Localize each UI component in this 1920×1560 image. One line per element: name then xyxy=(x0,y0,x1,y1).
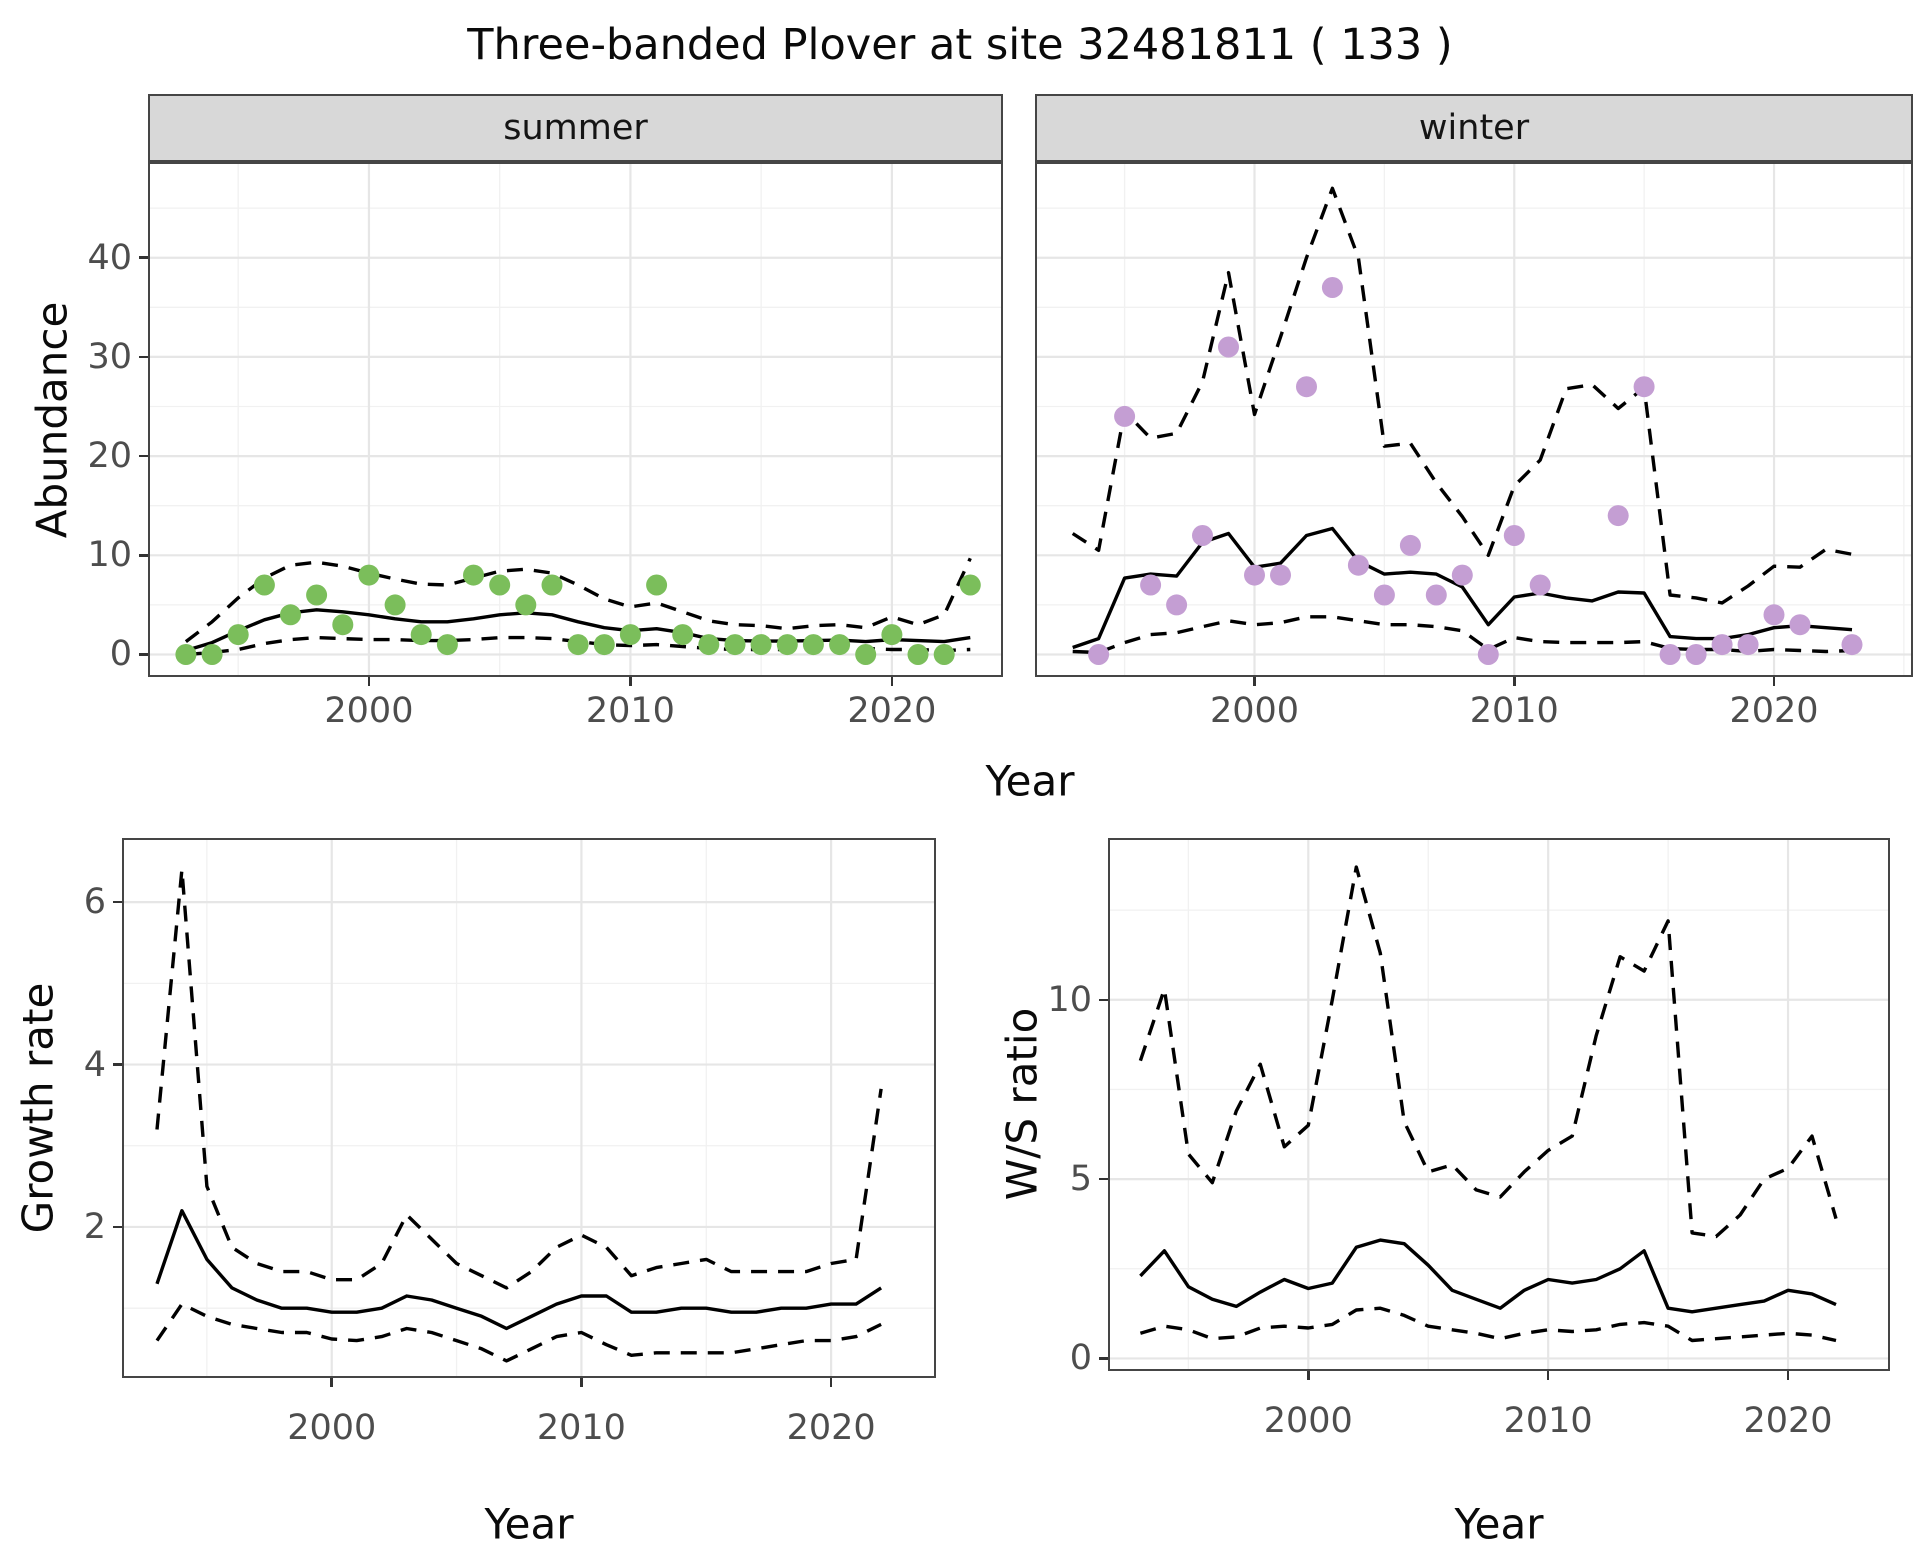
winter-abundance-chart xyxy=(1035,162,1913,677)
y-tick-mark xyxy=(139,256,148,259)
x-tick-mark xyxy=(330,1378,333,1387)
x-tick-label: 2020 xyxy=(1743,1401,1833,1441)
x-tick-mark xyxy=(1307,1371,1310,1380)
x-tick-mark xyxy=(1786,1371,1790,1380)
facet-strip-winter: winter xyxy=(1035,94,1913,162)
ws-ratio-chart xyxy=(1108,838,1890,1371)
y-tick-label: 40 xyxy=(87,237,132,278)
x-tick-label: 2000 xyxy=(324,691,414,731)
y-tick-mark xyxy=(113,900,122,904)
panel-summer-abundance: 2000 2010 2020 0 10 20 30 40 xyxy=(87,162,1003,731)
y-tick-mark xyxy=(113,1063,122,1066)
panel-winter-abundance: 2000 2010 2020 xyxy=(1035,162,1913,731)
facet-label-winter: winter xyxy=(1418,108,1530,148)
y-tick-label: 2 xyxy=(83,1206,106,1247)
y-tick-mark xyxy=(1099,1177,1108,1181)
x-tick-mark xyxy=(829,1378,833,1387)
x-axis-title-year-bottom-right: Year xyxy=(1454,1499,1544,1549)
x-tick-label: 2000 xyxy=(1263,1401,1353,1441)
panel-growth-rate: 2000 2010 2020 2 4 6 xyxy=(84,838,936,1448)
x-tick-mark xyxy=(1513,677,1516,686)
facet-label-summer: summer xyxy=(503,108,648,148)
x-tick-label: 2020 xyxy=(786,1408,876,1448)
y-axis-title-ws-ratio: W/S ratio xyxy=(997,1007,1047,1201)
y-tick-mark xyxy=(113,1225,122,1229)
y-tick-label: 6 xyxy=(83,882,106,923)
y-tick-label: 5 xyxy=(1069,1159,1092,1200)
y-tick-label: 0 xyxy=(1069,1338,1092,1379)
y-tick-mark xyxy=(139,355,148,359)
y-tick-mark xyxy=(1099,998,1108,1001)
growth-rate-chart xyxy=(122,838,936,1378)
x-tick-label: 2000 xyxy=(1209,691,1300,731)
y-axis-title-abundance: Abundance xyxy=(27,301,77,539)
x-tick-label: 2020 xyxy=(847,691,937,731)
x-tick-label: 2010 xyxy=(536,1408,626,1448)
x-tick-label: 2020 xyxy=(1729,691,1819,731)
y-tick-label: 10 xyxy=(87,535,132,576)
y-tick-mark xyxy=(1099,1357,1108,1360)
panel-ws-ratio: 2000 2010 2020 0 5 10 xyxy=(1047,838,1890,1441)
x-tick-mark xyxy=(367,677,371,686)
y-tick-label: 0 xyxy=(109,634,132,675)
x-tick-label: 2010 xyxy=(585,691,675,731)
chart-title: Three-banded Plover at site 32481811 ( 1… xyxy=(467,20,1453,70)
y-tick-mark xyxy=(139,653,148,656)
x-tick-mark xyxy=(1772,677,1776,686)
x-tick-mark xyxy=(580,1378,583,1387)
summer-abundance-chart xyxy=(148,162,1003,677)
x-tick-mark xyxy=(629,677,632,686)
x-tick-label: 2010 xyxy=(1503,1401,1593,1441)
x-axis-title-year-top: Year xyxy=(985,756,1075,806)
x-tick-label: 2010 xyxy=(1469,691,1559,731)
facet-strip-summer: summer xyxy=(148,94,1003,162)
x-tick-label: 2000 xyxy=(287,1408,377,1448)
y-tick-label: 10 xyxy=(1047,979,1092,1020)
y-tick-label: 30 xyxy=(87,336,132,377)
y-tick-label: 20 xyxy=(87,436,132,477)
y-tick-mark xyxy=(139,554,148,557)
y-axis-title-growth-rate: Growth rate xyxy=(13,982,63,1234)
x-tick-mark xyxy=(890,677,894,686)
x-tick-mark xyxy=(1253,677,1256,686)
x-tick-mark xyxy=(1546,1371,1550,1380)
y-tick-mark xyxy=(139,454,148,458)
x-axis-title-year-bottom-left: Year xyxy=(484,1499,574,1549)
y-tick-label: 4 xyxy=(83,1044,106,1085)
